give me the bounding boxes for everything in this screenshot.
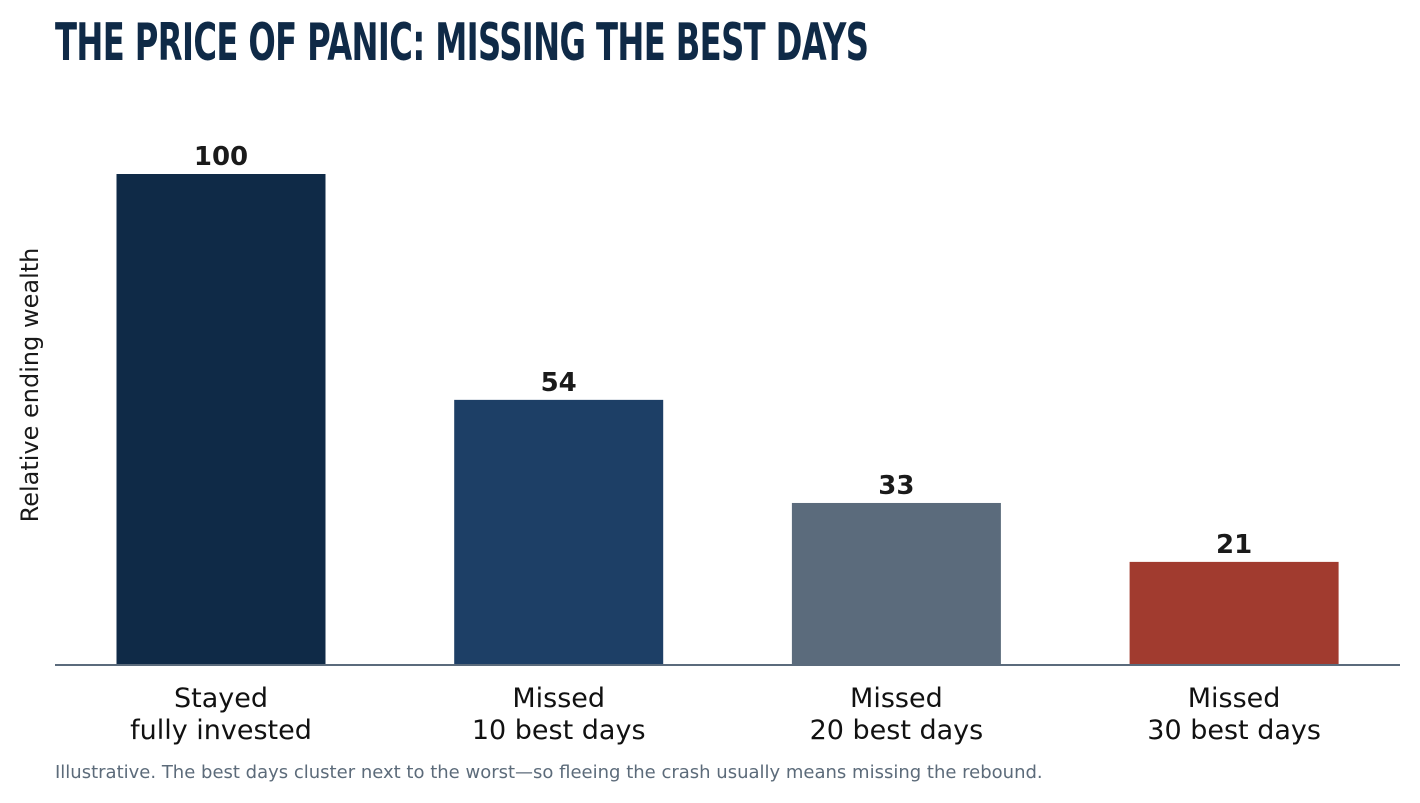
category-label-2-line-1: Missed [512, 683, 605, 714]
category-label-3-line-2: 20 best days [810, 715, 984, 746]
value-label-2: 54 [541, 368, 577, 398]
bars-group [116, 174, 1339, 665]
category-label-4-line-1: Missed [1188, 683, 1281, 714]
chart-title: THE PRICE OF PANIC: MISSING THE BEST DAY… [55, 13, 869, 73]
bar-1 [116, 174, 326, 665]
footnote: Illustrative. The best days cluster next… [55, 762, 1043, 783]
value-labels-group: 100 54 33 21 [194, 142, 1252, 560]
bar-4 [1129, 561, 1339, 665]
value-label-3: 33 [878, 471, 914, 501]
bar-3 [791, 502, 1001, 665]
category-label-3-line-1: Missed [850, 683, 943, 714]
category-label-1-line-2: fully invested [130, 715, 312, 746]
category-label-1-line-1: Stayed [174, 683, 268, 714]
category-label-4-line-2: 30 best days [1147, 715, 1321, 746]
value-label-1: 100 [194, 142, 248, 172]
value-label-4: 21 [1216, 530, 1252, 560]
category-label-2-line-2: 10 best days [472, 715, 646, 746]
bar-2 [454, 399, 664, 665]
